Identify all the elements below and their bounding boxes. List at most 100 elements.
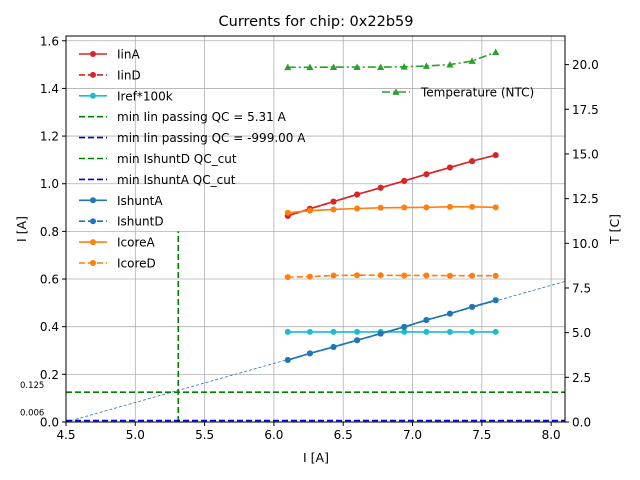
data-point [469,272,476,279]
data-point [330,198,337,205]
data-point [446,328,453,335]
data-point [492,328,499,335]
y2-tick-label: 15.0 [572,147,599,161]
x-tick-label: 7.0 [403,428,422,442]
legend-label: IinD [117,68,141,82]
data-point [284,274,291,281]
legend-marker [90,260,96,266]
data-point [284,209,291,216]
data-point [423,272,430,279]
data-point [330,206,337,213]
data-point [284,328,291,335]
data-point [401,323,408,330]
data-point [377,63,385,70]
legend-label: IcoreD [117,257,156,271]
y-axis: 0.0 0.2 0.4 0.6 0.8 1.0 1.2 1.4 1.6 [40,34,66,430]
legend-label: IshuntD [117,215,164,229]
data-point [446,164,453,171]
data-point [423,317,430,324]
data-point [354,328,361,335]
data-point [401,204,408,211]
data-point [492,204,499,211]
series-line [287,299,496,361]
y2-tick-label: 5.0 [572,326,591,340]
y-axis-label: I [A] [14,216,29,242]
data-point [423,204,430,211]
data-point [354,191,361,198]
legend-label: Iref*100k [117,89,173,103]
data-point [446,203,453,210]
annotation-label: 0.006 [20,409,44,419]
legend: IinA IinD Iref*100k min Iin passing QC = 5.… [79,48,306,271]
data-point [354,337,361,344]
data-point [423,171,430,178]
x-axis: 4.5 5.0 5.5 6.0 6.5 7.0 7.5 8.0 [56,422,561,442]
y-tick-label: 1.2 [40,130,59,144]
y2-tick-label: 0.0 [572,416,591,430]
data-point [329,63,338,70]
annotation-label: 0.125 [20,381,44,391]
legend-marker [90,51,96,57]
grid [65,36,565,423]
data-point [284,63,292,71]
x-tick-label: 5.5 [195,428,214,442]
data-point [423,328,430,335]
data-point [377,330,384,337]
data-point [330,343,337,350]
x-tick-label: 5.0 [126,428,145,442]
legend-label: IinA [117,48,140,62]
data-point [401,272,408,279]
x-axis-label: I [A] [303,450,329,465]
data-point [492,48,500,55]
x-tick-label: 4.5 [56,428,75,442]
series-line [287,51,496,69]
data-point [446,60,454,68]
y2-tick-label: 7.5 [572,281,591,295]
chart-title: Currents for chip: 0x22b59 [219,14,414,30]
y2-axis-label: T [C] [607,214,622,245]
annotations: 0.125 0.006 [20,381,44,418]
legend-label: min IshuntD QC_cut [117,152,237,166]
data-point [354,205,361,212]
data-point [377,184,384,191]
x-tick-label: 6.0 [264,428,283,442]
legend-label: min Iin passing QC = 5.31 A [117,110,287,124]
y2-tick-label: 12.5 [572,192,599,206]
legend-marker [90,218,96,225]
legend-label: IcoreA [117,236,156,250]
data-point [446,272,453,279]
y-tick-label: 0.0 [40,416,59,430]
y-tick-label: 0.8 [40,225,59,239]
y-tick-label: 0.2 [40,368,59,382]
data-point [330,272,337,279]
y-tick-label: 0.4 [40,320,59,334]
y2-tick-label: 20.0 [572,58,599,72]
legend-marker [90,71,96,78]
data-point [306,328,313,335]
data-point [468,57,476,64]
y-tick-label: 0.6 [40,273,59,287]
y-tick-label: 1.0 [40,177,59,191]
data-point [284,357,291,364]
data-point [492,152,499,159]
legend-marker [90,197,96,204]
x-tick-label: 6.5 [334,428,353,442]
data-point [469,203,476,210]
data-point [400,63,408,70]
y-tick-label: 1.4 [40,82,59,96]
data-point [446,310,453,317]
series-line [287,154,496,217]
y2-axis: 0.0 2.5 5.0 7.5 10.0 12.5 15.0 17.5 20.0 [565,58,599,430]
y2-tick-label: 10.0 [572,237,599,251]
legend-marker [90,239,96,246]
legend-label: Temperature (NTC) [420,86,534,100]
data-point [401,177,408,184]
data-point [306,273,313,280]
data-point [492,297,499,304]
legend-temperature: Temperature (NTC) [382,86,534,100]
data-point [354,272,361,279]
data-point [306,350,313,357]
x-tick-label: 7.5 [472,428,491,442]
legend-marker [392,88,400,95]
